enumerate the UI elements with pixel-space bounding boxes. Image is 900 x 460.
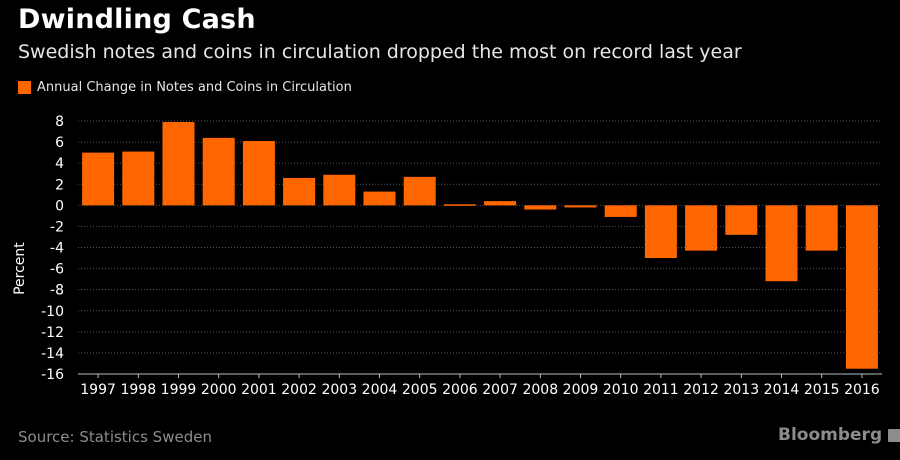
x-tick-label: 2006 bbox=[442, 382, 478, 398]
x-tick-label: 2003 bbox=[321, 382, 357, 398]
y-tick-label: -16 bbox=[41, 367, 64, 383]
bar-1999 bbox=[162, 122, 195, 206]
x-tick-label: 2013 bbox=[723, 382, 759, 398]
legend: Annual Change in Notes and Coins in Circ… bbox=[18, 80, 352, 95]
bar-2005 bbox=[403, 176, 436, 206]
bar-2013 bbox=[725, 205, 758, 235]
y-tick-label: 4 bbox=[55, 156, 64, 172]
y-tick-label: -8 bbox=[50, 283, 64, 299]
x-tick-label: 2010 bbox=[603, 382, 639, 398]
bar-2014 bbox=[765, 205, 798, 282]
y-tick-label: 6 bbox=[55, 135, 64, 151]
x-tick-label: 2005 bbox=[402, 382, 438, 398]
x-tick-label: 2011 bbox=[643, 382, 679, 398]
legend-swatch bbox=[18, 81, 31, 94]
bloomberg-logo: Bloomberg bbox=[778, 425, 900, 445]
y-tick-label: -4 bbox=[50, 241, 64, 257]
x-tick-label: 2008 bbox=[522, 382, 558, 398]
chart-title: Dwindling Cash bbox=[18, 4, 256, 35]
bar-1998 bbox=[122, 151, 155, 206]
x-tick-label: 2004 bbox=[362, 382, 398, 398]
bar-2002 bbox=[283, 177, 316, 206]
bar-2015 bbox=[805, 205, 838, 251]
x-tick-label: 2007 bbox=[482, 382, 518, 398]
bar-2011 bbox=[644, 205, 677, 259]
y-tick-label: 8 bbox=[55, 114, 64, 130]
bar-2012 bbox=[685, 205, 718, 251]
bar-2000 bbox=[202, 137, 235, 206]
bar-2001 bbox=[242, 141, 275, 206]
bar-2006 bbox=[443, 204, 476, 206]
source-note: Source: Statistics Sweden bbox=[18, 428, 212, 446]
chart-subtitle: Swedish notes and coins in circulation d… bbox=[18, 41, 742, 63]
bar-2010 bbox=[604, 205, 637, 217]
bar-2016 bbox=[845, 205, 878, 369]
x-tick-label: 2000 bbox=[201, 382, 237, 398]
y-tick-label: -2 bbox=[50, 219, 64, 235]
x-tick-label: 2016 bbox=[844, 382, 880, 398]
bar-1997 bbox=[82, 152, 115, 206]
logo-text: Bloomberg bbox=[778, 425, 883, 445]
x-tick-label: 2015 bbox=[804, 382, 840, 398]
x-tick-label: 1998 bbox=[120, 382, 156, 398]
bar-2008 bbox=[524, 205, 557, 210]
bar-2003 bbox=[323, 174, 356, 206]
x-tick-label: 2002 bbox=[281, 382, 317, 398]
x-tick-label: 2009 bbox=[563, 382, 599, 398]
x-tick-label: 1997 bbox=[80, 382, 116, 398]
y-axis-label: Percent bbox=[12, 242, 28, 295]
y-tick-label: -12 bbox=[41, 325, 64, 341]
y-tick-label: -10 bbox=[41, 304, 64, 320]
x-tick-label: 1999 bbox=[161, 382, 197, 398]
bloomberg-chart-icon bbox=[888, 428, 900, 442]
y-tick-label: 0 bbox=[55, 198, 64, 214]
x-tick-label: 2014 bbox=[764, 382, 800, 398]
y-tick-label: -6 bbox=[50, 262, 64, 278]
x-tick-label: 2012 bbox=[683, 382, 719, 398]
bar-2009 bbox=[564, 205, 597, 208]
bar-2004 bbox=[363, 191, 396, 206]
bar-2007 bbox=[484, 201, 517, 206]
legend-label: Annual Change in Notes and Coins in Circ… bbox=[37, 80, 352, 95]
y-tick-label: 2 bbox=[55, 177, 64, 193]
y-tick-label: -14 bbox=[41, 346, 64, 362]
x-tick-label: 2001 bbox=[241, 382, 277, 398]
